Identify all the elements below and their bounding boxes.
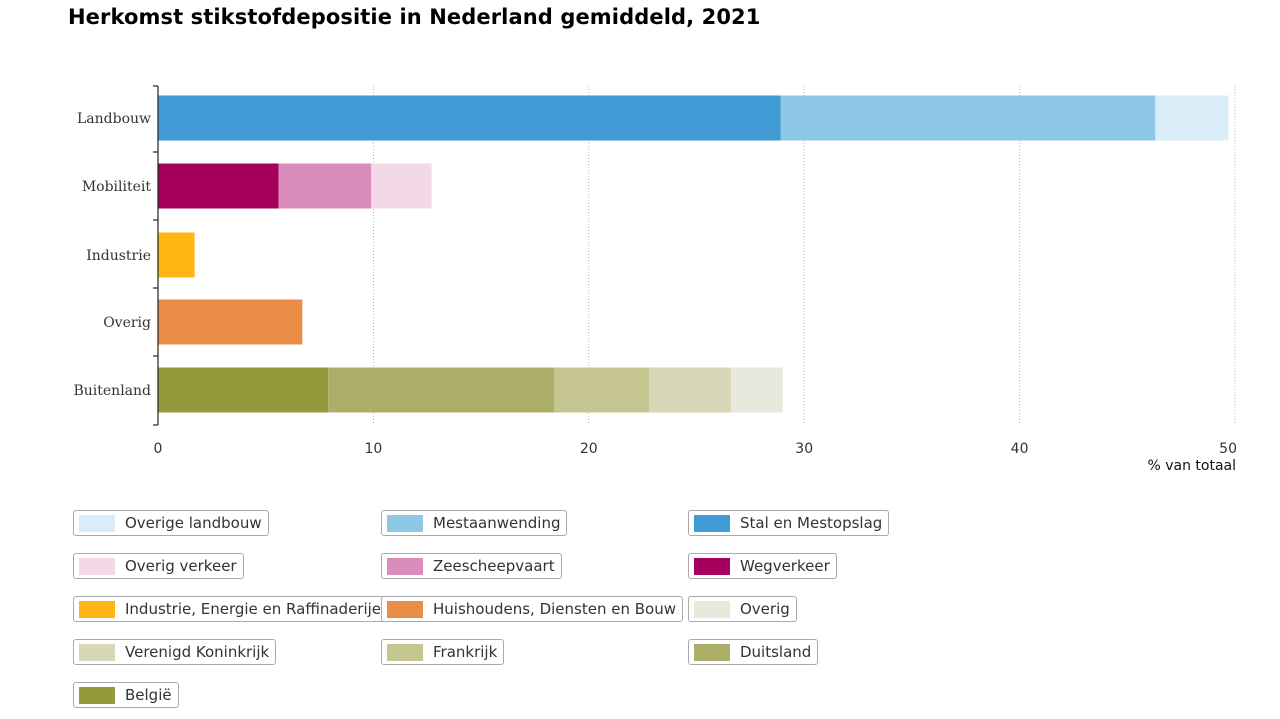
legend-label: Duitsland — [740, 643, 812, 661]
legend-item[interactable]: Stal en Mestopslag — [688, 510, 890, 536]
legend-label: Mestaanwending — [433, 514, 561, 532]
legend-swatch — [79, 600, 115, 618]
legend-label: Stal en Mestopslag — [740, 514, 883, 532]
legend-swatch — [387, 514, 423, 532]
bar-segment[interactable] — [158, 299, 303, 345]
legend-label: Wegverkeer — [740, 557, 830, 575]
legend-item[interactable]: Huishoudens, Diensten en Bouw — [381, 596, 683, 622]
chart-title: Herkomst stikstofdepositie in Nederland … — [68, 5, 761, 29]
legend-swatch — [694, 643, 730, 661]
category-label: Mobiliteit — [82, 179, 152, 195]
x-tick-label: 50 — [1219, 441, 1237, 457]
x-axis-label: % van totaal — [1147, 458, 1236, 474]
bar-segment[interactable] — [554, 367, 650, 413]
legend-item[interactable]: Industrie, Energie en Raffinaderijen — [73, 596, 398, 622]
bar-segment[interactable] — [1155, 95, 1229, 141]
legend-label: Huishoudens, Diensten en Bouw — [433, 600, 676, 618]
bar-segment[interactable] — [158, 367, 329, 413]
x-tick-label: 0 — [154, 441, 163, 457]
bar-segment[interactable] — [328, 367, 555, 413]
x-tick-label: 10 — [364, 441, 382, 457]
bar-segment[interactable] — [278, 163, 372, 209]
legend-label: Overige landbouw — [125, 514, 262, 532]
legend-swatch — [694, 600, 730, 618]
x-tick-label: 20 — [580, 441, 598, 457]
category-label: Industrie — [86, 248, 151, 264]
bar-segment[interactable] — [780, 95, 1156, 141]
bar-segment[interactable] — [649, 367, 731, 413]
legend-label: Industrie, Energie en Raffinaderijen — [125, 600, 391, 618]
legend-swatch — [387, 643, 423, 661]
legend-item[interactable]: Overig — [688, 596, 797, 622]
legend-swatch — [79, 514, 115, 532]
bar-segment[interactable] — [158, 163, 279, 209]
x-tick-label: 30 — [795, 441, 813, 457]
legend-item[interactable]: Overig verkeer — [73, 553, 244, 579]
legend-label: België — [125, 686, 172, 704]
legend-label: Overig verkeer — [125, 557, 237, 575]
bar-segment[interactable] — [158, 95, 781, 141]
legend-item[interactable]: Zeescheepvaart — [381, 553, 562, 579]
legend-label: Overig — [740, 600, 790, 618]
legend-label: Zeescheepvaart — [433, 557, 555, 575]
category-label: Buitenland — [73, 383, 151, 399]
stacked-bar-chart: Landbouw Mobiliteit Industrie Overig Buitenl… — [73, 85, 1237, 474]
legend-item[interactable]: Overige landbouw — [73, 510, 269, 536]
legend-item[interactable]: Duitsland — [688, 639, 819, 665]
legend-swatch — [694, 514, 730, 532]
bar-segment[interactable] — [730, 367, 783, 413]
legend-swatch — [79, 557, 115, 575]
category-label: Overig — [103, 315, 151, 331]
legend-label: Frankrijk — [433, 643, 498, 661]
bar-segment[interactable] — [158, 232, 195, 278]
legend-swatch — [79, 686, 115, 704]
bar-segment[interactable] — [371, 163, 432, 209]
legend-item[interactable]: Frankrijk — [381, 639, 505, 665]
legend-swatch — [79, 643, 115, 661]
legend-label: Verenigd Koninkrijk — [125, 643, 270, 661]
x-tick-label: 40 — [1011, 441, 1029, 457]
category-label: Landbouw — [77, 111, 151, 127]
legend-item[interactable]: België — [73, 682, 179, 708]
legend-item[interactable]: Mestaanwending — [381, 510, 568, 536]
legend-item[interactable]: Wegverkeer — [688, 553, 837, 579]
legend-swatch — [387, 557, 423, 575]
legend-item[interactable]: Verenigd Koninkrijk — [73, 639, 277, 665]
legend-swatch — [694, 557, 730, 575]
legend-swatch — [387, 600, 423, 618]
